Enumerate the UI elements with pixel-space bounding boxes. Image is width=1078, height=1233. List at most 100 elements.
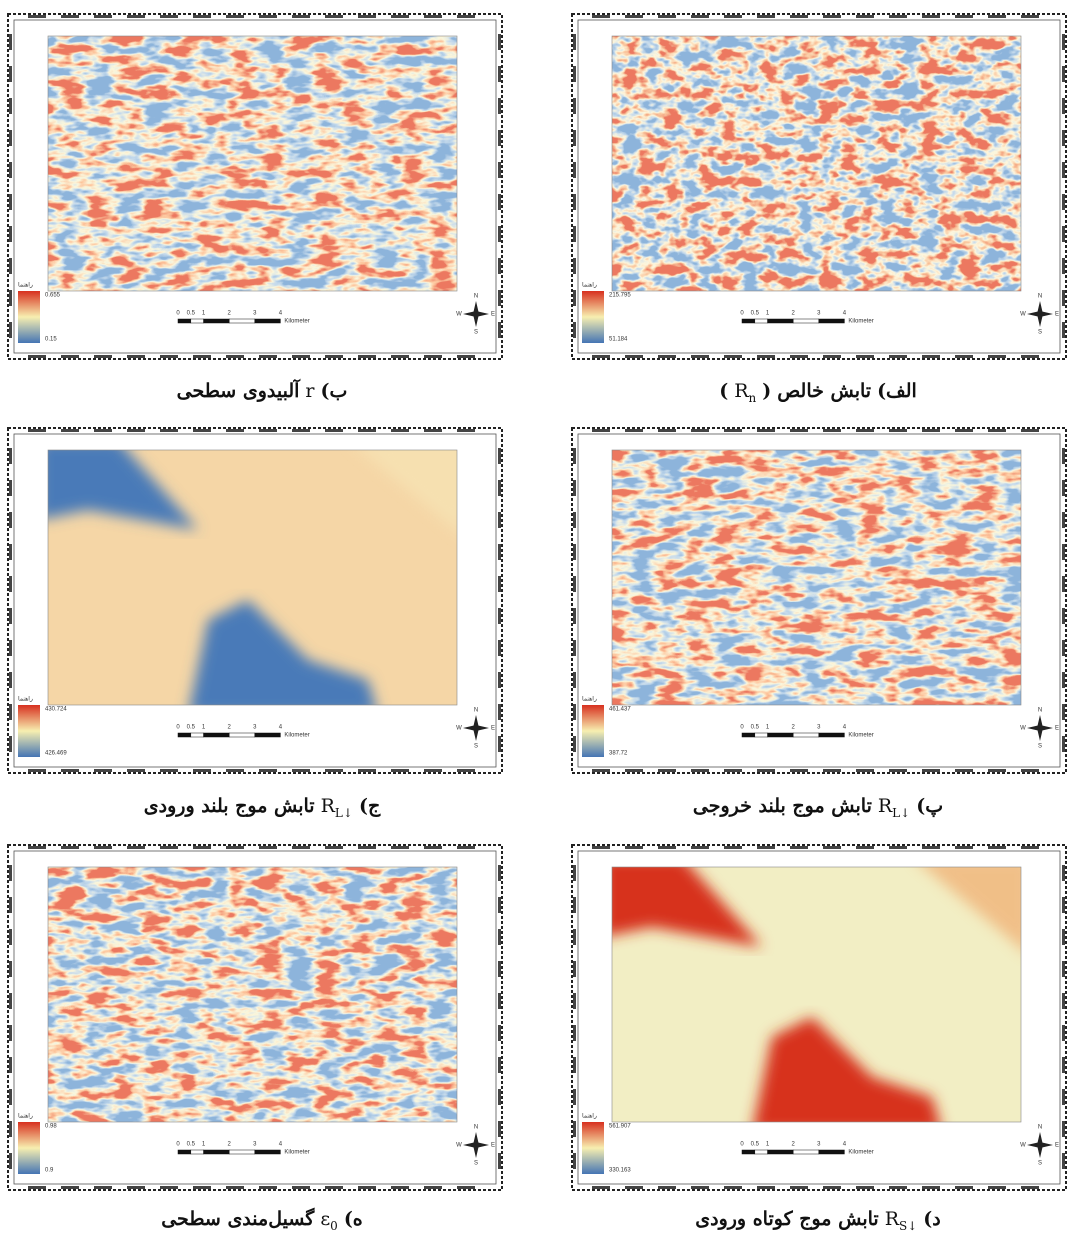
- coord-tick: [790, 846, 808, 849]
- coord-tick: [292, 1186, 310, 1189]
- scale-segment: [741, 732, 756, 738]
- scale-segment: [228, 1149, 256, 1155]
- coord-tick: [391, 1186, 409, 1189]
- coord-tick: [691, 846, 709, 849]
- compass-s: S: [474, 1161, 478, 1167]
- symbol-sub: 0: [330, 1218, 338, 1233]
- coord-tick: [498, 993, 501, 1009]
- caption-text: تابش موج بلند ورودی: [143, 795, 315, 817]
- coord-tick: [658, 1186, 676, 1189]
- coord-tick: [724, 769, 742, 772]
- scale-label: 1: [202, 311, 206, 317]
- coord-tick: [9, 704, 12, 720]
- scale-label: 0.5: [751, 311, 760, 317]
- coord-tick: [498, 290, 501, 306]
- coord-tick: [292, 769, 310, 772]
- coord-tick: [259, 15, 277, 18]
- coord-tick: [498, 162, 501, 178]
- legend-max: 461.437: [609, 707, 631, 713]
- compass-e: E: [491, 1143, 495, 1149]
- coord-tick: [573, 736, 576, 752]
- legend-title: راهنما: [18, 1113, 33, 1120]
- coord-tick: [9, 512, 12, 528]
- compass-s: S: [474, 330, 478, 336]
- map-bg: [612, 450, 1021, 705]
- coord-tick: [955, 769, 973, 772]
- caption-text: تابش موج کوتاه ورودی: [695, 1208, 879, 1230]
- legend-title: راهنما: [18, 282, 33, 289]
- scale-label: 3: [817, 725, 821, 731]
- coord-tick: [358, 355, 376, 358]
- legend-min: 426.469: [45, 751, 67, 757]
- coord-tick: [889, 15, 907, 18]
- coord-tick: [9, 1153, 12, 1169]
- scale-segment: [818, 1149, 845, 1155]
- coord-tick: [1062, 897, 1065, 913]
- coord-tick: [292, 846, 310, 849]
- inner-frame: [13, 850, 497, 1185]
- coord-tick: [391, 15, 409, 18]
- coord-tick: [127, 15, 145, 18]
- coord-tick: [498, 672, 501, 688]
- compass-n: N: [1038, 1125, 1042, 1131]
- scale-label: 0.5: [751, 725, 760, 731]
- compass-s: S: [1038, 744, 1042, 750]
- coord-tick: [226, 355, 244, 358]
- coord-tick: [160, 846, 178, 849]
- coord-tick: [498, 865, 501, 881]
- coord-tick: [424, 1186, 442, 1189]
- coord-tick: [1062, 480, 1065, 496]
- coord-tick: [691, 1186, 709, 1189]
- compass-s: S: [474, 744, 478, 750]
- coord-tick: [573, 258, 576, 274]
- inner-frame: [13, 433, 497, 768]
- coord-tick: [358, 15, 376, 18]
- scale-segment: [177, 1149, 192, 1155]
- coord-tick: [358, 769, 376, 772]
- coord-tick: [9, 640, 12, 656]
- scale-segment: [203, 318, 230, 324]
- coord-tick: [9, 226, 12, 242]
- coord-tick: [856, 15, 874, 18]
- scale-label: 0: [176, 725, 180, 731]
- coord-tick: [498, 576, 501, 592]
- compass-rose: [1027, 715, 1053, 741]
- caption-text: ج): [358, 795, 381, 817]
- coord-tick: [658, 429, 676, 432]
- compass-e: E: [491, 312, 495, 318]
- caption-text: ): [719, 380, 729, 402]
- caption: ج)RL↓تابش موج بلند ورودی: [8, 795, 516, 820]
- scale-label: 4: [279, 311, 283, 317]
- scale-segment: [190, 1149, 204, 1155]
- coord-tick: [1062, 1153, 1065, 1169]
- coord-tick: [9, 98, 12, 114]
- caption-symbol: RS↓: [885, 1208, 918, 1233]
- scale-unit: Kilometer: [848, 1150, 873, 1156]
- coord-tick: [573, 544, 576, 560]
- coord-tick: [1062, 961, 1065, 977]
- coord-tick: [498, 34, 501, 50]
- coord-tick: [691, 769, 709, 772]
- scale-unit: Kilometer: [848, 319, 873, 325]
- coord-tick: [28, 429, 46, 432]
- map-zone: [48, 450, 198, 530]
- coord-tick: [9, 480, 12, 496]
- scale-segment: [190, 732, 204, 738]
- coord-tick: [160, 429, 178, 432]
- map-image: [612, 36, 1021, 291]
- coord-tick: [9, 929, 12, 945]
- inner-frame: [577, 19, 1061, 354]
- coord-tick: [9, 66, 12, 82]
- coord-tick: [922, 846, 940, 849]
- coord-tick: [691, 15, 709, 18]
- coord-tick: [259, 846, 277, 849]
- coord-tick: [823, 769, 841, 772]
- coord-tick: [457, 15, 475, 18]
- coord-tick: [498, 480, 501, 496]
- scale-segment: [767, 732, 794, 738]
- scale-label: 2: [228, 1142, 232, 1148]
- coord-tick: [127, 769, 145, 772]
